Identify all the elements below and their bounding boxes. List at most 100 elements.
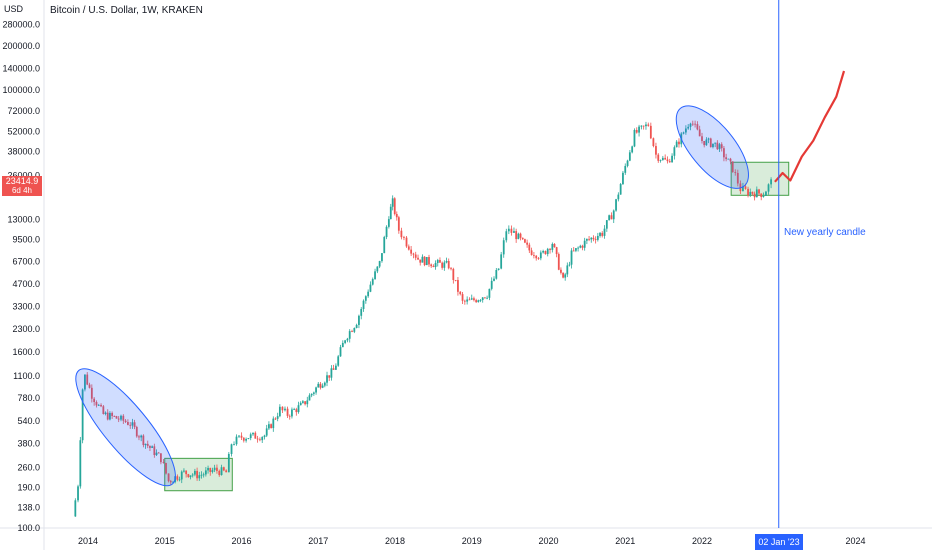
candle-body	[335, 365, 337, 370]
candle-body	[233, 444, 235, 445]
candle-body	[86, 374, 89, 385]
candle-body	[447, 260, 450, 269]
candle-body	[129, 424, 132, 426]
candle-body	[218, 470, 221, 476]
candle-body	[519, 233, 522, 238]
candle-body	[127, 422, 129, 425]
candle-body	[165, 463, 167, 474]
candle-body	[185, 470, 188, 475]
candle-body	[751, 191, 754, 194]
candle-body	[79, 440, 82, 487]
candle-body	[633, 129, 636, 147]
candle-body	[570, 250, 573, 265]
candle-body	[153, 446, 156, 456]
candle-body	[484, 297, 486, 299]
candle-body	[407, 246, 410, 250]
candle-body	[213, 467, 216, 471]
candle-body	[430, 264, 433, 267]
candle-body	[675, 141, 678, 148]
candle-body	[144, 443, 147, 446]
candle-body	[355, 324, 358, 328]
candle-body	[664, 157, 667, 160]
candle-body	[762, 195, 765, 198]
candle-body	[419, 259, 422, 263]
candle-body	[120, 415, 122, 420]
candle-body	[142, 435, 145, 446]
candle-body	[346, 338, 349, 341]
candle-body	[391, 198, 394, 207]
candle-body	[423, 256, 426, 266]
candle-body	[652, 138, 655, 147]
y-tick-label: 780.0	[17, 393, 40, 403]
candle-body	[655, 146, 657, 155]
candle-body	[360, 309, 363, 316]
candle-body	[599, 232, 601, 236]
candle-body	[694, 123, 696, 125]
candle-body	[577, 247, 580, 249]
candle-body	[131, 422, 134, 426]
candle-body	[739, 183, 742, 192]
candle-body	[452, 268, 455, 280]
candle-body	[765, 191, 767, 196]
candle-body	[270, 424, 273, 429]
candle-body	[572, 250, 575, 252]
candle-body	[542, 251, 545, 253]
candle-body	[389, 206, 392, 220]
candle-body	[477, 300, 480, 303]
candle-body	[432, 266, 435, 268]
candle-body	[645, 124, 647, 127]
candle-body	[635, 129, 638, 133]
candle-body	[716, 142, 719, 150]
candle-body	[668, 161, 671, 163]
candle-body	[351, 331, 353, 332]
y-tick-label: 9500.0	[12, 234, 40, 244]
candle-body	[475, 300, 478, 303]
candle-body	[727, 158, 730, 160]
x-tick-label: 2014	[78, 536, 98, 546]
candle-body	[731, 161, 734, 173]
candle-body	[263, 435, 266, 438]
candle-body	[412, 253, 415, 255]
y-tick-label: 72000.0	[7, 106, 40, 116]
candle-body	[566, 265, 569, 275]
candle-body	[172, 481, 174, 483]
candle-body	[183, 470, 185, 472]
candle-body	[323, 382, 326, 386]
candle-body	[445, 260, 448, 263]
candle-body	[592, 237, 595, 240]
candle-body	[238, 435, 240, 437]
candle-body	[707, 138, 710, 140]
candle-body	[553, 243, 556, 248]
candle-body	[421, 256, 424, 263]
candle-body	[146, 443, 149, 446]
candle-body	[549, 248, 551, 250]
y-tick-label: 13000.0	[7, 214, 40, 224]
candle-body	[306, 400, 309, 405]
candle-body	[403, 237, 405, 238]
candle-body	[425, 257, 428, 266]
candle-body	[725, 157, 728, 160]
candle-body	[341, 342, 344, 348]
candle-body	[254, 432, 257, 439]
candle-body	[647, 124, 650, 126]
candle-body	[364, 296, 367, 301]
candle-body	[302, 401, 304, 403]
candle-body	[211, 470, 214, 472]
candle-body	[441, 262, 444, 268]
candle-body	[712, 143, 714, 148]
candle-body	[77, 486, 79, 501]
candle-body	[122, 415, 125, 421]
candle-body	[278, 406, 281, 417]
candle-body	[196, 470, 198, 479]
candle-body	[575, 248, 577, 251]
candle-body	[454, 279, 457, 281]
candle-body	[742, 186, 744, 192]
trend-ellipse	[675, 105, 749, 189]
candle-body	[284, 408, 286, 411]
candle-body	[436, 260, 439, 264]
candle-body	[601, 232, 604, 236]
candle-body	[678, 141, 680, 145]
marker-date-label: 02 Jan '23	[755, 534, 803, 550]
